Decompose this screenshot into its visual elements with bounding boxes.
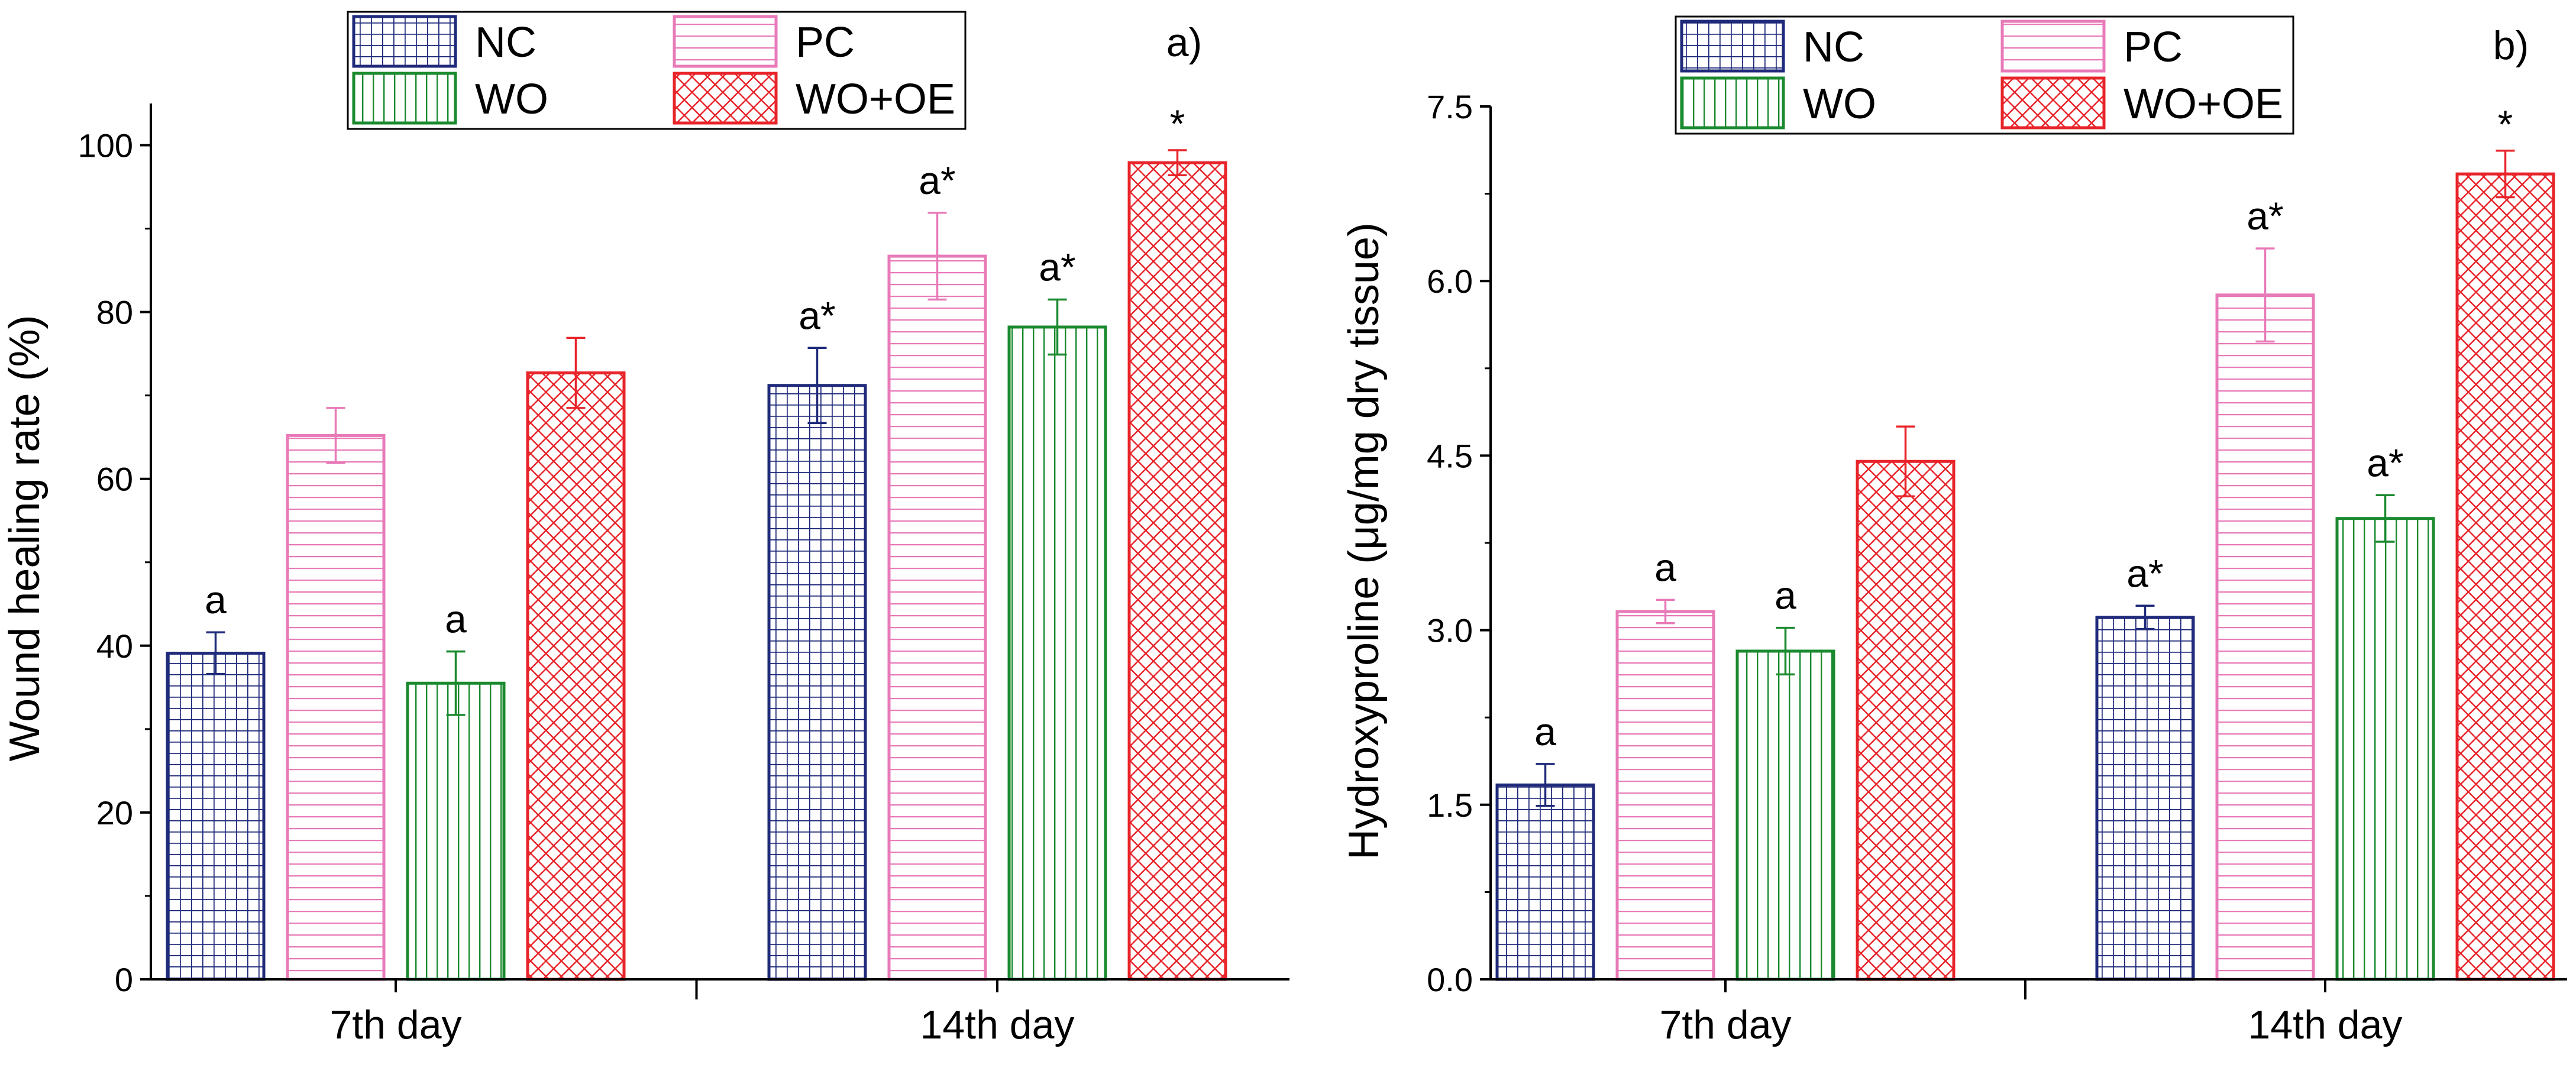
legend-label: PC <box>796 19 855 66</box>
legend-swatch-wo <box>352 72 457 125</box>
legend-label: WO <box>475 76 548 123</box>
legend: NC PC WO WO+OE <box>1675 15 2294 135</box>
bar-pc-7th-day <box>1615 610 1715 981</box>
significance-label: a* <box>2247 194 2283 238</box>
legend-label: NC <box>475 19 536 66</box>
y-tick-label: 1.5 <box>1427 787 1473 824</box>
significance-label: * <box>2498 102 2513 146</box>
x-category-label: 14th day <box>920 1002 1075 1047</box>
y-tick-label: 80 <box>96 294 133 331</box>
bar-wo-oe-14th-day <box>1127 161 1227 981</box>
x-category-label: 7th day <box>329 1002 461 1047</box>
y-tick-label: 0.0 <box>1427 961 1473 998</box>
y-tick-label: 4.5 <box>1427 437 1473 474</box>
y-tick-label: 0 <box>115 961 133 998</box>
legend-label: WO+OE <box>796 76 955 123</box>
significance-label: a* <box>2367 441 2403 484</box>
legend-label: WO <box>1803 80 1876 128</box>
y-axis-title: Hydroxyproline (μg/mg dry tissue) <box>1340 222 1388 860</box>
x-category-label: 14th day <box>2248 1002 2403 1047</box>
panel-label: b) <box>2493 23 2529 68</box>
significance-label: a <box>205 578 227 622</box>
y-tick-label: 60 <box>96 461 133 498</box>
legend-label: NC <box>1803 24 1864 71</box>
legend-swatch-pc <box>673 15 778 68</box>
significance-label: a <box>445 597 467 641</box>
bar-pc-7th-day <box>286 433 386 981</box>
bar-wo-14th-day <box>1007 325 1107 981</box>
y-tick-label: 20 <box>96 794 133 831</box>
legend-swatch-pc <box>2000 20 2106 73</box>
significance-label: a <box>1534 710 1556 753</box>
panel-b: a a* a a* a a* * 0.0 1.5 3.0 4.5 6.0 7.5 7th day 14th … <box>1340 15 2567 1047</box>
bar-wo-7th-day <box>1735 649 1835 981</box>
bar-pc-14th-day <box>887 254 987 981</box>
significance-label: a <box>1775 574 1796 617</box>
significance-label: a <box>1654 545 1676 589</box>
bar-wo-7th-day <box>406 681 506 981</box>
bar-wo-14th-day <box>2335 517 2435 981</box>
significance-label: * <box>1170 102 1185 145</box>
legend-label: PC <box>2123 24 2183 71</box>
y-tick-label: 100 <box>78 127 133 164</box>
bar-wo-oe-7th-day <box>526 371 626 981</box>
y-tick-label: 7.5 <box>1427 88 1473 125</box>
legend-swatch-nc <box>1680 20 1785 73</box>
significance-label: a* <box>919 158 955 202</box>
legend-swatch-wo <box>1680 76 1785 130</box>
bar-pc-14th-day <box>2215 293 2315 981</box>
legend: NC PC WO WO+OE <box>347 11 967 130</box>
y-axis-title: Wound healing rate (%) <box>1 315 49 761</box>
panel-label: a) <box>1166 20 1202 65</box>
panel-a: a a* a* a a* * 0 20 40 60 80 100 7th day 14th day Woun… <box>1 11 1289 1047</box>
significance-label: a* <box>1039 245 1075 289</box>
significance-label: a* <box>2126 551 2163 595</box>
bar-nc-14th-day <box>2095 616 2195 981</box>
y-tick-label: 3.0 <box>1427 612 1473 649</box>
bar-wo-oe-7th-day <box>1856 460 1956 981</box>
bar-wo-oe-14th-day <box>2455 172 2555 981</box>
x-category-label: 7th day <box>1659 1002 1791 1047</box>
bar-nc-14th-day <box>767 384 867 981</box>
bar-nc-7th-day <box>1495 783 1595 981</box>
significance-label: a* <box>799 293 835 337</box>
legend-swatch-nc <box>352 15 457 68</box>
y-tick-label: 6.0 <box>1427 263 1473 300</box>
legend-swatch-wo-oe <box>2000 76 2106 130</box>
legend-label: WO+OE <box>2123 80 2283 128</box>
y-tick-label: 40 <box>96 627 133 665</box>
bar-nc-7th-day <box>166 652 266 981</box>
legend-swatch-wo-oe <box>673 72 778 125</box>
